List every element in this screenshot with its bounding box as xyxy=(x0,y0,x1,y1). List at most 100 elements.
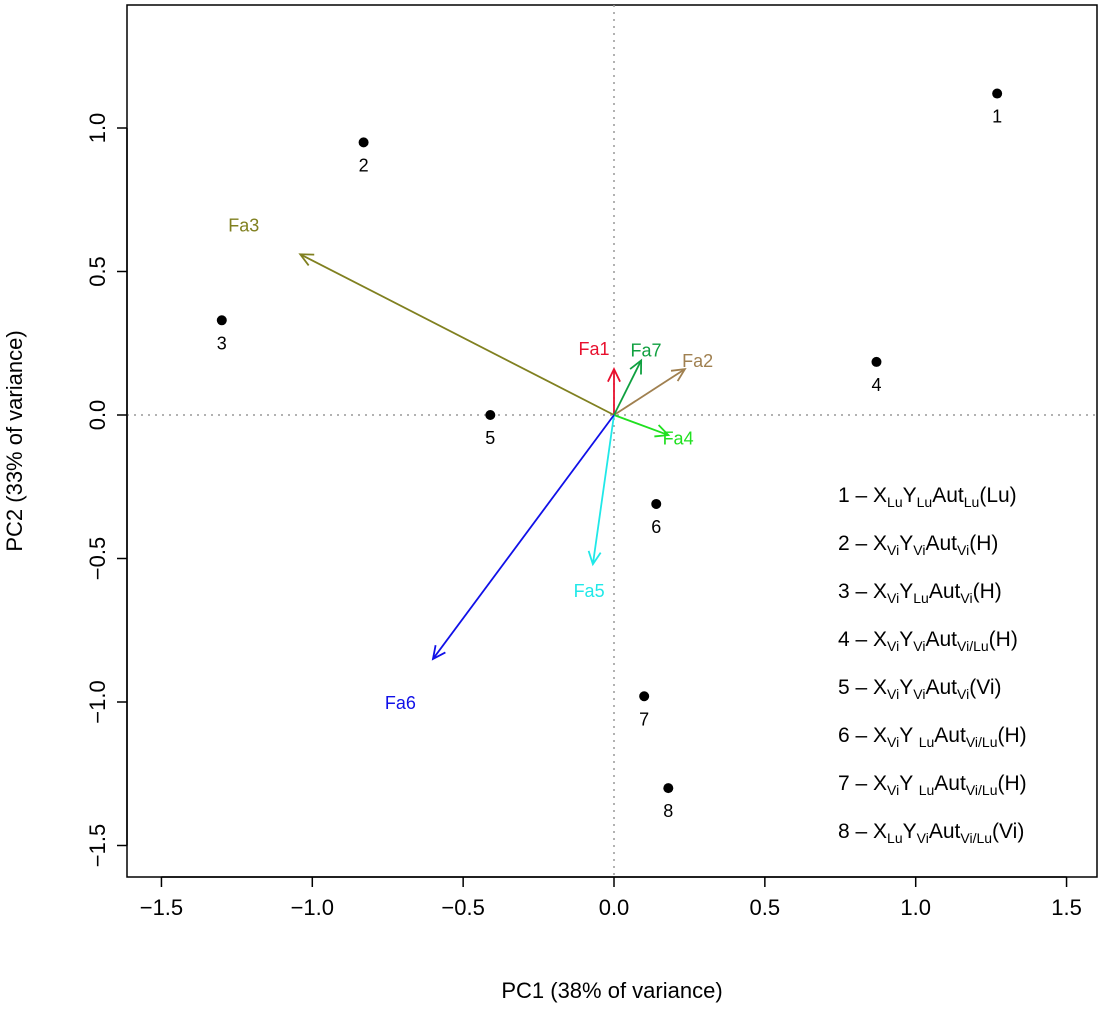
observation-point-6 xyxy=(651,498,662,509)
arrowhead-fa5 xyxy=(587,550,602,567)
x-tick-label: 0.0 xyxy=(599,895,630,920)
vector-label-fa5: Fa5 xyxy=(574,581,605,601)
arrowhead-fa4 xyxy=(654,424,671,438)
legend-subscript: Vi xyxy=(960,590,972,606)
arrowhead-fa3 xyxy=(298,253,315,266)
observation-point-4 xyxy=(871,356,882,367)
legend-text: 5 – X xyxy=(838,676,887,699)
legend-entry-7: 7 – XViY LuAutVi/Lu(H) xyxy=(838,772,1027,798)
y-tick-label: −1.5 xyxy=(85,824,110,867)
observation-point-2 xyxy=(358,137,369,148)
x-tick-label: 1.0 xyxy=(900,895,931,920)
legend-text: Y xyxy=(899,772,918,795)
vector-label-fa7: Fa7 xyxy=(631,341,662,361)
legend-text: (H) xyxy=(998,724,1027,747)
legend-text: Aut xyxy=(934,772,966,795)
legend-subscript: Lu xyxy=(913,590,929,606)
x-tick-label: −1.0 xyxy=(291,895,334,920)
loading-vector-fa7 xyxy=(613,360,642,416)
legend-subscript: Vi xyxy=(887,782,899,798)
legend-subscript: Lu xyxy=(917,494,933,510)
legend-text: Y xyxy=(899,532,913,555)
observation-point-8 xyxy=(663,783,674,794)
y-tick-label: −0.5 xyxy=(85,537,110,580)
arrowhead-fa7 xyxy=(629,358,643,375)
legend-text: Y xyxy=(899,580,913,603)
legend-subscript: Vi/Lu xyxy=(966,734,998,750)
legend-text: (Vi) xyxy=(992,820,1024,843)
legend-text: (H) xyxy=(973,580,1002,603)
legend-text: (H) xyxy=(989,628,1018,651)
vector-label-fa1: Fa1 xyxy=(578,339,609,359)
observation-point-3 xyxy=(216,315,227,326)
point-label-8: 8 xyxy=(663,801,673,821)
legend-subscript: Lu xyxy=(887,494,903,510)
point-label-5: 5 xyxy=(485,428,495,448)
y-tick-label: 0.5 xyxy=(85,256,110,287)
legend-text: (Lu) xyxy=(979,484,1016,507)
y-axis-label: PC2 (33% of variance) xyxy=(2,330,27,551)
legend-entry-1: 1 – XLuYLuAutLu(Lu) xyxy=(838,484,1017,510)
observation-point-5 xyxy=(485,410,496,420)
observation-point-1 xyxy=(992,88,1003,99)
loading-vector-fa4 xyxy=(613,414,669,436)
legend-text: Y xyxy=(899,724,918,747)
legend-subscript: Vi xyxy=(913,638,925,654)
x-tick-label: −0.5 xyxy=(441,895,484,920)
legend-entry-2: 2 – XViYViAutVi(H) xyxy=(838,532,998,558)
legend-entry-4: 4 – XViYViAutVi/Lu(H) xyxy=(838,628,1018,654)
legend-text: 6 – X xyxy=(838,724,887,747)
legend-text: Aut xyxy=(929,820,961,843)
legend-subscript: Vi/Lu xyxy=(960,830,992,846)
arrowhead-fa1 xyxy=(607,367,621,383)
legend-text: Aut xyxy=(929,580,961,603)
point-label-4: 4 xyxy=(871,375,881,395)
legend-text: Aut xyxy=(925,676,957,699)
legend-subscript: Lu xyxy=(919,782,935,798)
legend-subscript: Vi xyxy=(887,542,899,558)
legend-text: (H) xyxy=(998,772,1027,795)
legend-text: Aut xyxy=(934,724,966,747)
legend-text: Y xyxy=(899,628,913,651)
legend-subscript: Vi xyxy=(887,638,899,654)
loading-vector-fa3 xyxy=(299,253,615,416)
legend-text: 1 – X xyxy=(838,484,887,507)
legend-subscript: Vi xyxy=(887,734,899,750)
legend-subscript: Vi xyxy=(957,686,969,702)
legend-text: Aut xyxy=(925,532,957,555)
legend-entry-3: 3 – XViYLuAutVi(H) xyxy=(838,580,1002,606)
loading-vector-fa6 xyxy=(432,414,615,660)
legend-text: 4 – X xyxy=(838,628,887,651)
x-tick-label: 1.5 xyxy=(1051,895,1082,920)
legend-subscript: Vi xyxy=(887,686,899,702)
point-label-2: 2 xyxy=(359,155,369,175)
point-label-6: 6 xyxy=(651,517,661,537)
legend-subscript: Vi xyxy=(957,542,969,558)
y-tick-label: 1.0 xyxy=(85,113,110,144)
legend-text: Aut xyxy=(932,484,964,507)
legend-subscript: Vi/Lu xyxy=(966,782,998,798)
legend-entry-6: 6 – XViY LuAutVi/Lu(H) xyxy=(838,724,1027,750)
legend-subscript: Vi xyxy=(917,830,929,846)
y-tick-label: −1.0 xyxy=(85,680,110,723)
point-label-1: 1 xyxy=(992,107,1002,127)
legend-text: 2 – X xyxy=(838,532,887,555)
observation-point-7 xyxy=(639,691,650,702)
legend-text: (Vi) xyxy=(969,676,1001,699)
legend-subscript: Vi/Lu xyxy=(957,638,989,654)
legend-text: 8 – X xyxy=(838,820,887,843)
legend-text: Y xyxy=(903,820,917,843)
legend-subscript: Lu xyxy=(919,734,935,750)
legend-subscript: Vi xyxy=(887,590,899,606)
legend-text: Aut xyxy=(925,628,957,651)
vector-label-fa4: Fa4 xyxy=(663,429,694,449)
vector-label-fa6: Fa6 xyxy=(385,693,416,713)
x-tick-label: 0.5 xyxy=(750,895,781,920)
legend-entry-8: 8 – XLuYViAutVi/Lu(Vi) xyxy=(838,820,1024,846)
x-axis-label: PC1 (38% of variance) xyxy=(501,978,722,1003)
legend-subscript: Lu xyxy=(964,494,980,510)
arrowhead-fa2 xyxy=(670,367,687,382)
x-tick-label: −1.5 xyxy=(140,895,183,920)
point-label-3: 3 xyxy=(217,333,227,353)
